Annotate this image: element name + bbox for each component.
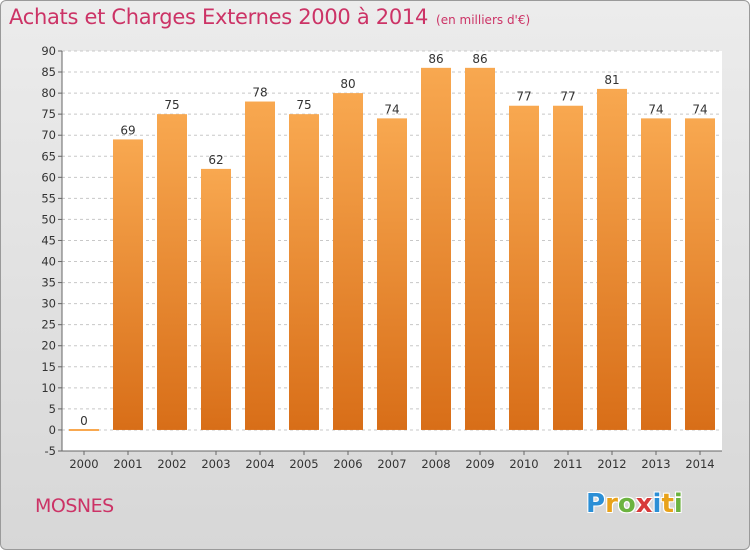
- bar-2009: [465, 67, 495, 430]
- bar-2008: [421, 67, 451, 430]
- y-tick-label: 30: [41, 297, 56, 311]
- x-tick-label-2009: 2009: [465, 457, 494, 471]
- data-label-2006: 80: [340, 77, 355, 91]
- y-tick-label: 60: [41, 170, 56, 184]
- bar-2002: [157, 114, 187, 430]
- data-label-2000: 0: [80, 414, 88, 428]
- logo-letter: P: [586, 489, 606, 519]
- bar-2003: [201, 168, 231, 430]
- bar-2004: [245, 101, 275, 430]
- x-tick-label-2008: 2008: [421, 457, 450, 471]
- x-tick-label-2013: 2013: [641, 457, 670, 471]
- y-tick-label: 55: [41, 191, 56, 205]
- bar-2012: [597, 88, 627, 430]
- bar-2013: [641, 118, 671, 430]
- x-tick-label-2003: 2003: [201, 457, 230, 471]
- data-label-2007: 74: [384, 102, 399, 116]
- x-tick-label-2012: 2012: [597, 457, 626, 471]
- y-tick-label: 50: [41, 212, 56, 226]
- commune-name: MOSNES: [35, 495, 114, 517]
- x-tick-label-2004: 2004: [245, 457, 274, 471]
- x-tick-label-2014: 2014: [685, 457, 714, 471]
- y-tick-label: -5: [45, 444, 56, 458]
- data-label-2008: 86: [428, 52, 443, 66]
- y-tick-label: 40: [41, 255, 56, 269]
- data-label-2004: 78: [252, 86, 267, 100]
- bar-2006: [333, 93, 363, 430]
- chart-title-text: Achats et Charges Externes 2000 à 2014: [9, 5, 429, 29]
- data-label-2002: 75: [164, 98, 179, 112]
- data-label-2010: 77: [516, 90, 531, 104]
- chart-subtitle: (en milliers d'€): [436, 13, 531, 27]
- x-tick-label-2000: 2000: [69, 457, 98, 471]
- y-tick-label: 45: [41, 233, 56, 247]
- x-tick-label-2011: 2011: [553, 457, 582, 471]
- bar-2007: [377, 118, 407, 430]
- data-label-2011: 77: [560, 90, 575, 104]
- proxiti-logo: Proxiti: [586, 489, 683, 519]
- y-tick-label: 80: [41, 86, 56, 100]
- data-label-2009: 86: [472, 52, 487, 66]
- logo-letter: i: [652, 489, 662, 519]
- y-tick-label: 70: [41, 128, 56, 142]
- logo-letter: x: [635, 489, 653, 519]
- bar-2014: [685, 118, 715, 430]
- x-tick-label-2002: 2002: [157, 457, 186, 471]
- data-label-2005: 75: [296, 98, 311, 112]
- y-tick-label: 65: [41, 149, 56, 163]
- y-tick-label: 85: [41, 65, 56, 79]
- x-tick-label-2010: 2010: [509, 457, 538, 471]
- y-tick-label: 0: [49, 423, 56, 437]
- data-label-2001: 69: [120, 123, 135, 137]
- x-tick-label-2006: 2006: [333, 457, 362, 471]
- data-label-2012: 81: [604, 73, 619, 87]
- y-tick-label: 20: [41, 339, 56, 353]
- chart-title: Achats et Charges Externes 2000 à 2014 (e…: [9, 5, 530, 29]
- bar-2001: [113, 139, 143, 430]
- bar-2011: [553, 105, 583, 430]
- y-tick-label: 75: [41, 107, 56, 121]
- y-tick-label: 10: [41, 381, 56, 395]
- logo-letter: o: [617, 489, 636, 519]
- data-label-2003: 62: [208, 153, 223, 167]
- logo-letter: i: [673, 489, 683, 519]
- y-tick-label: 35: [41, 276, 56, 290]
- x-tick-label-2005: 2005: [289, 457, 318, 471]
- data-label-2013: 74: [648, 102, 663, 116]
- y-tick-label: 25: [41, 318, 56, 332]
- y-tick-label: 90: [41, 44, 56, 58]
- x-tick-label-2007: 2007: [377, 457, 406, 471]
- y-tick-label: 15: [41, 360, 56, 374]
- logo-letter: r: [605, 489, 618, 519]
- logo-letter: t: [661, 489, 674, 519]
- bar-2010: [509, 105, 539, 430]
- bar-2005: [289, 114, 319, 430]
- data-label-2014: 74: [692, 102, 707, 116]
- x-tick-label-2001: 2001: [113, 457, 142, 471]
- y-tick-label: 5: [49, 402, 56, 416]
